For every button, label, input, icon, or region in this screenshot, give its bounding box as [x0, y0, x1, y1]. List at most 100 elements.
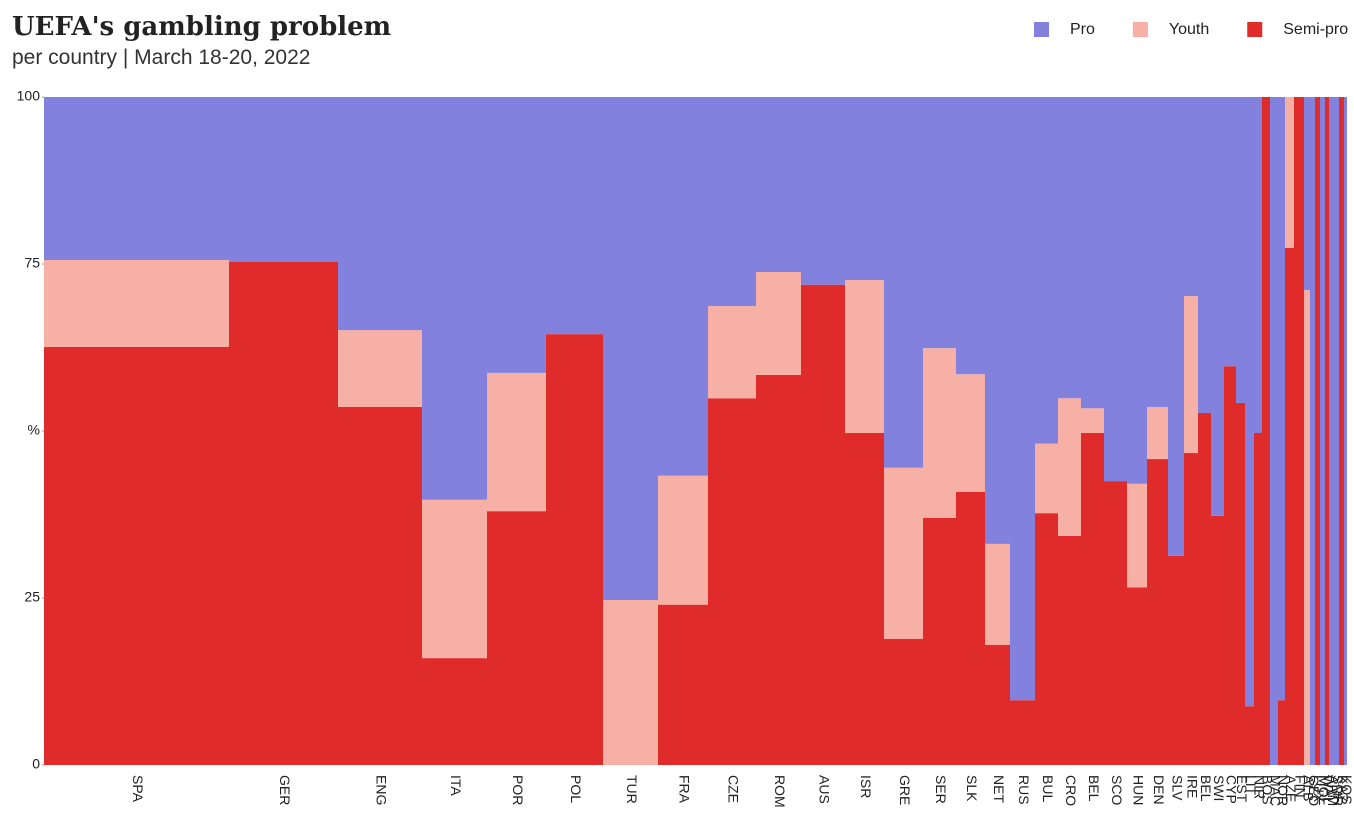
x-tick-label: MAC [1267, 775, 1283, 806]
bar-segment [1035, 443, 1058, 514]
x-tick-label: FIN [1292, 775, 1308, 798]
bar-segment [1168, 555, 1184, 765]
x-tick-label: FRA [676, 775, 692, 804]
bar-segment [1058, 398, 1081, 536]
y-tick-label: 100 [17, 88, 41, 104]
bar-segment [1104, 481, 1127, 765]
bar-segment [658, 604, 708, 765]
x-tick-label: SLV [1169, 775, 1185, 801]
bar-segment [1245, 97, 1254, 707]
bar-segment [1278, 700, 1285, 765]
y-tick-label: 75 [24, 255, 40, 271]
x-tick-label: NOR [1275, 775, 1291, 806]
x-tick-label: POR [510, 775, 526, 805]
bar-segment [422, 658, 487, 765]
x-tick-label: BEL [1198, 775, 1214, 802]
x-tick-label: AUS [816, 775, 832, 804]
x-tick-label: LIT [1243, 775, 1259, 796]
x-tick-label: BOS [1259, 775, 1275, 805]
bar-segment [1224, 366, 1236, 765]
bar-segment [708, 306, 756, 399]
bar-segment [487, 97, 546, 373]
x-tick-label: BEL [1086, 775, 1102, 802]
x-tick-label: RUS [1016, 775, 1032, 805]
bar-segment [487, 511, 546, 765]
x-tick-label: SMR [1330, 775, 1346, 806]
bar-segment [884, 638, 923, 765]
chart-title: UEFA's gambling problem [12, 12, 391, 42]
bar-segment [603, 97, 658, 601]
bar-segment [422, 499, 487, 659]
bar-segment [338, 406, 422, 765]
bar-segment [1320, 97, 1325, 765]
bar-segment [1211, 97, 1224, 516]
bar-segment [756, 374, 801, 765]
bar-segment [884, 467, 923, 639]
y-tick-label: 25 [24, 589, 40, 605]
bar-segment [1058, 97, 1081, 399]
bar-segment [1325, 97, 1329, 765]
bar-segment [44, 97, 229, 260]
bar-segment [956, 97, 985, 375]
bar-segment [1245, 706, 1254, 765]
x-tick-label: SLK [964, 775, 980, 802]
bar-segment [1294, 97, 1304, 765]
bar-segment [1315, 97, 1320, 765]
x-tick-label: AZE [1283, 775, 1299, 802]
x-tick-label: BUL [1040, 775, 1056, 802]
x-tick-label: ENG [373, 775, 389, 805]
x-tick-label: KOS [1339, 775, 1354, 805]
bar-segment [1168, 97, 1184, 556]
x-tick-label: KAZ [1335, 775, 1351, 803]
bar-segment [1339, 97, 1344, 765]
bar-segment [1184, 97, 1198, 297]
x-tick-label: HUN [1130, 775, 1146, 805]
bar-segment [801, 97, 845, 285]
bar-segment [923, 348, 956, 518]
x-tick-label: ITA [448, 775, 464, 796]
bar-segment [338, 97, 422, 331]
bar-segment [1081, 408, 1104, 434]
x-tick-label: SWI [1211, 775, 1227, 801]
bar-segment [1127, 587, 1147, 765]
bar-segment [1285, 97, 1294, 248]
x-tick-label: LUX [1311, 775, 1327, 803]
x-tick-label: GRE [897, 775, 913, 805]
bar-segment [1010, 97, 1035, 701]
bar-segment [1270, 97, 1278, 765]
bar-segment [1147, 459, 1168, 765]
bar-segment [956, 374, 985, 492]
bar-segment [1236, 402, 1245, 765]
bar-segment [1127, 97, 1147, 484]
y-tick-label: % [28, 422, 40, 438]
x-tick-label: ROM [772, 775, 788, 808]
bar-segment [956, 491, 985, 765]
legend-swatch [1034, 22, 1049, 37]
bar-segment [1329, 97, 1334, 765]
bar-segment [923, 97, 956, 349]
x-tick-label: MOL [1316, 775, 1332, 806]
bar-segment [1310, 97, 1315, 765]
bar-segment [985, 644, 1010, 765]
x-tick-label: ISR [858, 775, 874, 798]
bar-segment [1035, 513, 1058, 765]
x-tick-label: ALB [1300, 775, 1316, 801]
x-tick-label: NET [991, 775, 1007, 803]
bar-segment [229, 97, 338, 262]
legend-swatch [1247, 22, 1263, 37]
x-tick-label: DEN [1151, 775, 1167, 805]
bar-segment [884, 97, 923, 468]
x-tick-label: SCO [1109, 775, 1125, 805]
chart-subtitle: per country | March 18-20, 2022 [12, 46, 310, 69]
x-tick-label: POL [568, 775, 584, 803]
bar-segment [1104, 97, 1127, 482]
bar-segment [1147, 97, 1168, 407]
x-tick-label: NIR [1251, 775, 1267, 799]
x-tick-label: CRO [1063, 775, 1079, 806]
bar-segment [44, 346, 229, 765]
bar-segment [546, 334, 603, 765]
bar-segment [1285, 247, 1294, 765]
bar-segment [1081, 97, 1104, 409]
bar-segment [1058, 535, 1081, 765]
